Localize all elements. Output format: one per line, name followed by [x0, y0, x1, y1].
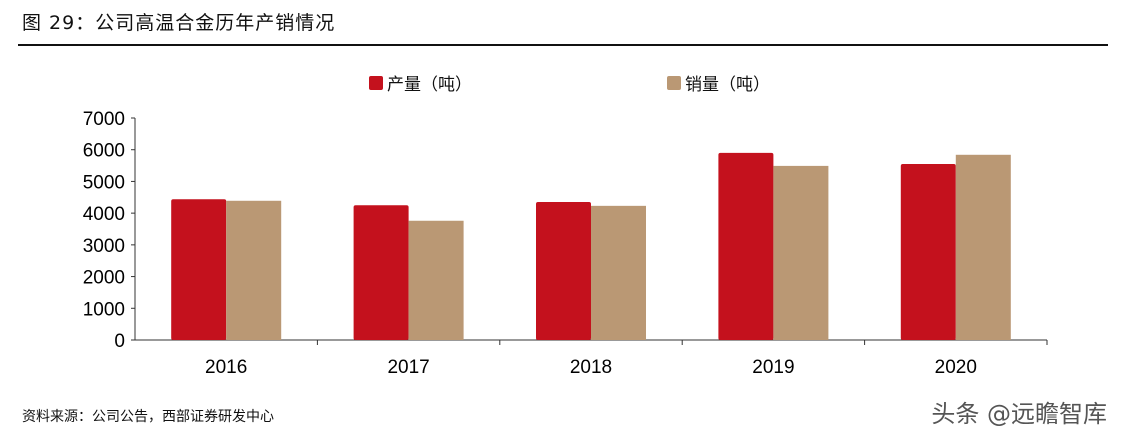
bar-production-2016: [171, 199, 227, 340]
y-tick-label: 6000: [83, 141, 125, 162]
x-tick-label: 2019: [752, 357, 794, 378]
bar-sales-2020: [955, 154, 1011, 340]
bar-production-2017: [353, 205, 409, 340]
bar-sales-2016: [226, 200, 282, 340]
figure-title: 图 29：公司高温合金历年产销情况: [22, 12, 336, 34]
legend-label-1: 销量（吨）: [685, 75, 770, 95]
legend-swatch-0: [369, 76, 383, 90]
y-tick-label: 4000: [83, 204, 125, 225]
legend-swatch-1: [667, 76, 681, 90]
bar-production-2020: [900, 163, 956, 340]
watermark: 头条 @远瞻智库: [931, 400, 1107, 428]
bar-sales-2019: [773, 165, 829, 340]
x-tick-label: 2020: [935, 357, 977, 378]
x-tick-label: 2018: [570, 357, 612, 378]
x-tick-label: 2016: [205, 357, 247, 378]
bar-production-2019: [718, 152, 774, 340]
legend-label-0: 产量（吨）: [387, 75, 472, 95]
y-tick-label: 0: [114, 331, 125, 352]
y-tick-label: 1000: [83, 299, 125, 320]
source-note: 资料来源：公司公告，西部证券研发中心: [22, 409, 274, 425]
bar-production-2018: [536, 202, 591, 340]
y-tick-label: 2000: [83, 268, 125, 289]
x-tick-label: 2017: [387, 357, 429, 378]
y-tick-label: 3000: [83, 236, 125, 257]
bar-sales-2018: [591, 205, 646, 340]
bar-sales-2017: [408, 220, 464, 340]
y-tick-label: 7000: [83, 109, 125, 130]
title-divider: [18, 44, 1108, 46]
y-tick-label: 5000: [83, 172, 125, 193]
